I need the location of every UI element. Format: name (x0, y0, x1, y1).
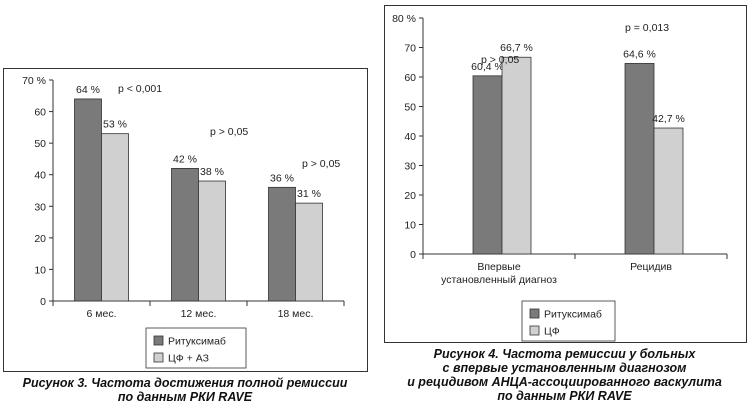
bar (624, 63, 655, 255)
data-label: 36 % (270, 172, 294, 184)
data-label: 66,7 % (500, 42, 533, 54)
y-tick-label: 30 (404, 161, 416, 173)
p-value-annotation: p > 0,05 (302, 158, 340, 170)
y-tick-label: 20 (404, 190, 416, 202)
bar (101, 133, 129, 302)
caption-figure-3: Рисунок 3. Частота достижения полной рем… (0, 376, 370, 404)
y-tick-label: 40 (34, 170, 46, 182)
bar (198, 180, 226, 302)
caption-line: с впервые установленным диагнозом (442, 361, 687, 375)
caption-figure-4: Рисунок 4. Частота ремиссии у больных с … (380, 347, 749, 403)
bar (171, 168, 199, 302)
caption-line: по данным РКИ RAVE (117, 390, 253, 404)
y-tick-label: 10 (404, 220, 416, 232)
legend-label: ЦФ (544, 326, 560, 338)
legend-swatch (529, 308, 540, 319)
legend-label: Ритуксимаб (168, 336, 226, 348)
y-tick-label: 0 (40, 296, 46, 308)
legend-swatch (153, 352, 164, 363)
data-label: 53 % (103, 119, 127, 131)
x-tick-label: Впервые (477, 261, 520, 273)
data-label: 31 % (297, 188, 321, 200)
y-tick-label: 80 % (392, 13, 416, 25)
bar (472, 75, 503, 255)
data-label: 64,6 % (623, 48, 656, 60)
p-value-annotation: p = 0,013 (625, 22, 669, 34)
caption-line: Рисунок 3. Частота достижения полной рем… (22, 376, 348, 390)
bar (268, 186, 296, 302)
y-tick-label: 50 (404, 102, 416, 114)
legend-label: ЦФ + АЗ (168, 353, 209, 365)
x-tick-label: установленный диагноз (441, 274, 557, 286)
chart-panel-remission-time: 0 10 20 30 40 50 60 70 % 6 мес. 12 мес. 18 мес. 64 … (3, 68, 368, 372)
y-tick-label: 30 (34, 201, 46, 213)
data-label: 60,4 % (471, 61, 504, 73)
caption-line: по данным РКИ RAVE (497, 389, 632, 403)
bar (653, 127, 684, 255)
data-label: 64 % (76, 84, 100, 96)
x-tick-label: Рецидив (630, 261, 672, 273)
data-label: 42 % (173, 153, 197, 165)
y-tick-label: 70 (404, 43, 416, 55)
y-tick-label: 10 (34, 264, 46, 276)
legend-label: Ритуксимаб (544, 309, 602, 321)
bar (295, 202, 323, 302)
p-value-annotation: p > 0,05 (210, 126, 248, 138)
p-value-annotation: p > 0,05 (481, 54, 519, 66)
x-tick-label: 12 мес. (181, 308, 217, 320)
legend-swatch (153, 335, 164, 346)
p-value-annotation: p < 0,001 (118, 83, 162, 95)
legend-swatch (529, 325, 540, 336)
data-label: 42,7 % (652, 113, 685, 125)
chart-remission-diagnosis: 0 10 20 30 40 50 60 70 80 % Впервыеустановленный … (392, 13, 728, 342)
data-label: 38 % (200, 166, 224, 178)
y-tick-label: 40 (404, 131, 416, 143)
bar (74, 98, 102, 302)
y-tick-label: 70 % (22, 75, 46, 87)
chart-remission-time: 0 10 20 30 40 50 60 70 % 6 мес. 12 мес. 18 мес. 64 … (22, 75, 345, 369)
y-tick-label: 60 (404, 72, 416, 84)
y-tick-label: 20 (34, 233, 46, 245)
bar (501, 56, 532, 255)
x-tick-label: 18 мес. (278, 308, 314, 320)
y-tick-label: 0 (410, 249, 416, 261)
x-tick-label: 6 мес. (87, 308, 117, 320)
caption-line: Рисунок 4. Частота ремиссии у больных (433, 347, 696, 361)
y-tick-label: 50 (34, 138, 46, 150)
caption-line: и рецидивом АНЦА-ассоциированного васкул… (407, 375, 722, 389)
chart-panel-remission-diagnosis: 0 10 20 30 40 50 60 70 80 % Впервые установленный … (384, 5, 747, 343)
y-tick-label: 60 (34, 107, 46, 119)
